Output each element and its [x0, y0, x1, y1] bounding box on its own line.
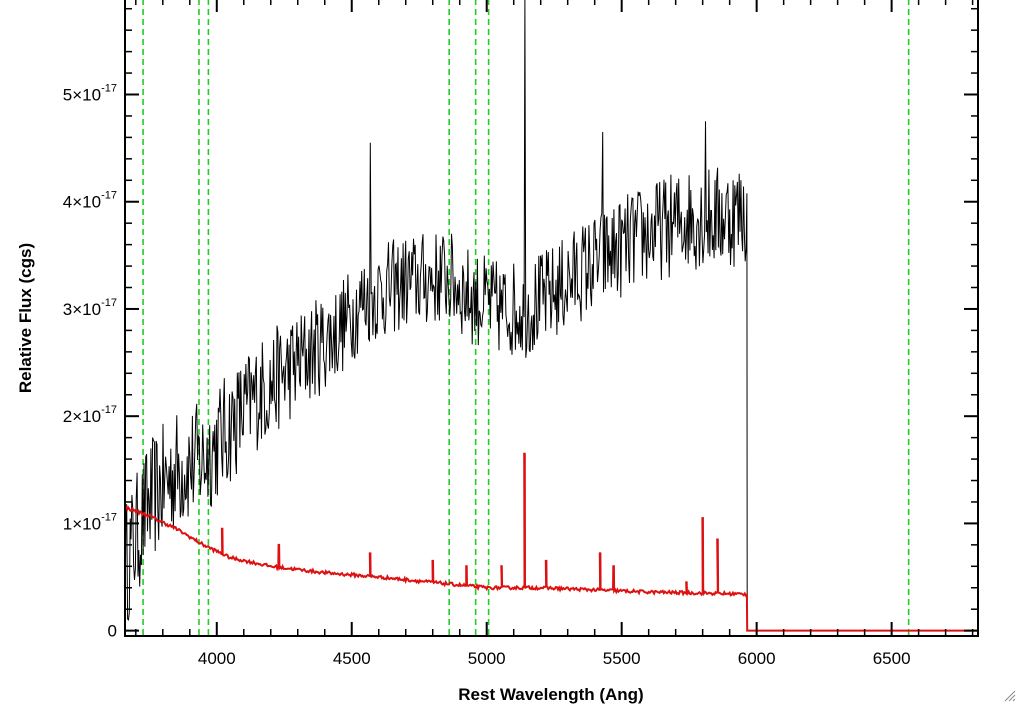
y-tick-exponent: -17 — [101, 190, 117, 202]
x-axis-label: Rest Wavelength (Ang) — [458, 685, 643, 704]
y-tick-exponent: -17 — [101, 511, 117, 523]
x-tick-label: 6000 — [738, 649, 776, 668]
x-tick-label: 5000 — [468, 649, 506, 668]
y-tick-label: 5×10-17 — [63, 83, 117, 105]
tick-labels: 4000 4500 5000 5500 6000 650001×10-172×10-173… — [63, 83, 911, 668]
observed-spectrum-line — [124, 0, 748, 631]
y-tick-label: 2×10-17 — [63, 404, 117, 426]
series-layer — [124, 0, 978, 632]
y-tick-label: 0 — [108, 622, 117, 641]
y-tick-exponent: -17 — [101, 297, 117, 309]
y-tick-mantissa: 4×10 — [63, 193, 101, 212]
y-tick-exponent: -17 — [101, 404, 117, 416]
y-tick-mantissa: 2×10 — [63, 407, 101, 426]
y-axis-label: Relative Flux (cgs) — [16, 243, 35, 393]
y-tick-label: 4×10-17 — [63, 190, 117, 212]
y-tick-mantissa: 1×10 — [63, 514, 101, 533]
resize-grip-icon[interactable] — [1004, 690, 1016, 702]
y-tick-label: 3×10-17 — [63, 297, 117, 319]
y-tick-exponent: -17 — [101, 83, 117, 95]
y-tick-mantissa: 0 — [108, 622, 117, 641]
axis-ticks — [125, 0, 978, 636]
x-tick-label: 4000 — [198, 649, 236, 668]
y-tick-label: 1×10-17 — [63, 511, 117, 533]
x-tick-label: 6500 — [873, 649, 911, 668]
model-spectrum-line — [124, 452, 978, 632]
y-tick-mantissa: 3×10 — [63, 300, 101, 319]
x-tick-label: 4500 — [333, 649, 371, 668]
y-tick-mantissa: 5×10 — [63, 86, 101, 105]
plot-frame — [124, 0, 979, 637]
x-tick-label: 5500 — [603, 649, 641, 668]
